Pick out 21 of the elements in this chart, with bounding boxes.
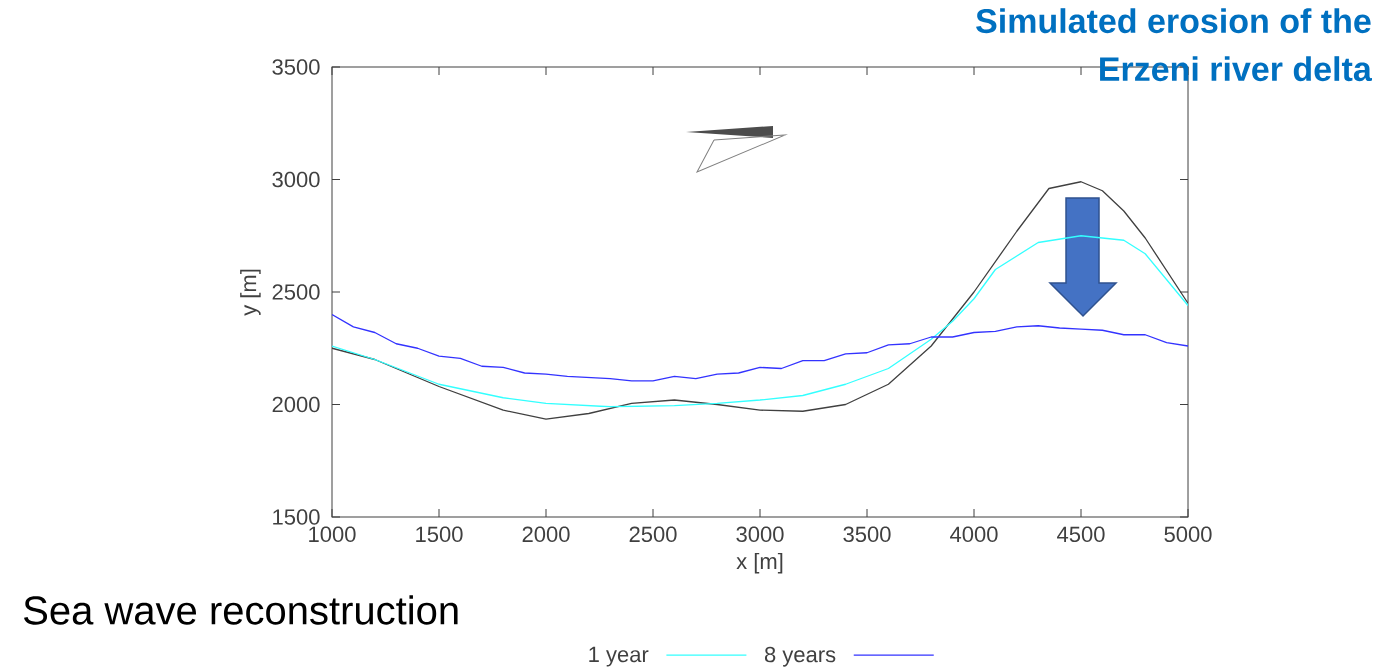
legend-label: 1 year xyxy=(589,646,649,667)
x-tick-label: 4500 xyxy=(1057,526,1105,543)
y-axis-title: y [m] xyxy=(240,269,261,316)
x-tick-label: 3500 xyxy=(843,526,891,543)
x-tick-label: 3000 xyxy=(736,526,784,543)
y-tick-label: 2000 xyxy=(272,396,320,413)
legend-label: 8 years xyxy=(764,646,836,667)
x-axis-title: x [m] xyxy=(736,552,783,574)
x-tick-label: 4000 xyxy=(950,526,998,543)
x-tick-label: 2500 xyxy=(629,526,677,543)
y-tick-label: 2500 xyxy=(272,284,320,300)
text: Sea wave reconstruction xyxy=(24,595,458,625)
chart-title: Simulated erosion of the Erzeni river delta xyxy=(976,8,1372,82)
x-tick-label: 1500 xyxy=(416,526,463,543)
x-tick-label: 5000 xyxy=(1164,526,1212,543)
y-tick-label: 3000 xyxy=(272,171,320,188)
y-tick-label: 1500 xyxy=(273,509,320,525)
x-tick-label: 1000 xyxy=(309,526,356,543)
y-tick-label: 3500 xyxy=(272,59,320,75)
x-tick-label: 2000 xyxy=(522,526,570,543)
line-series xyxy=(332,235,1189,408)
